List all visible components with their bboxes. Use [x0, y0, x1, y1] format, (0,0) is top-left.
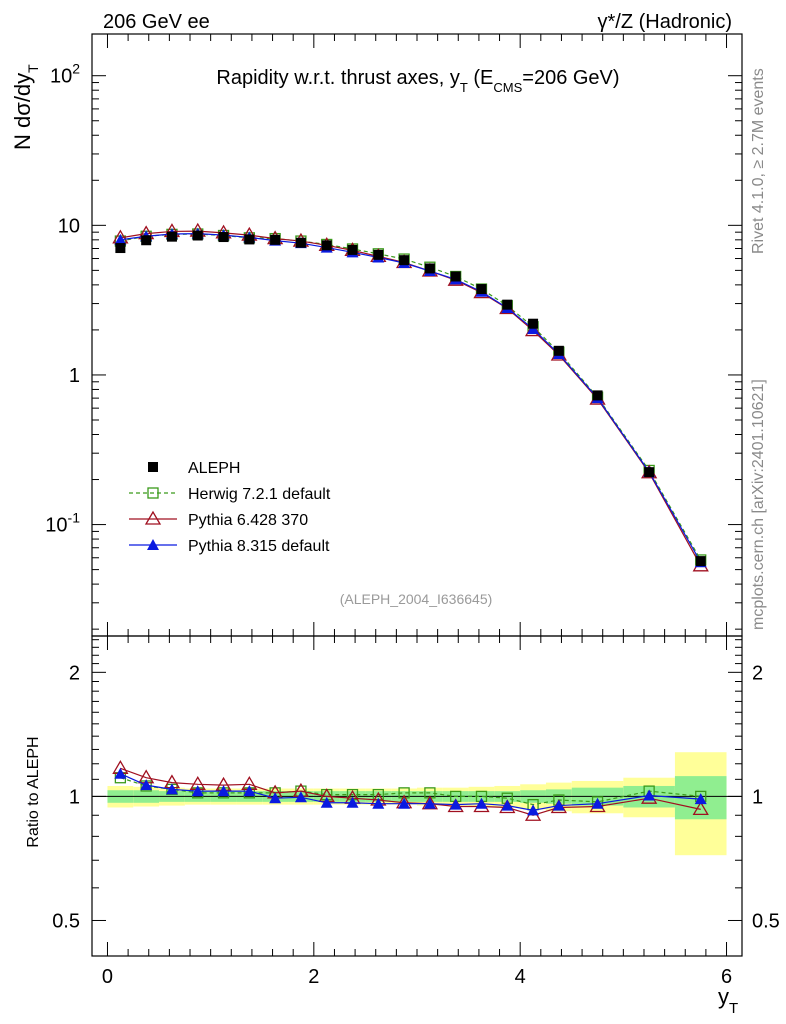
ratio-y-axis-label: Ratio to ALEPH — [25, 736, 42, 847]
main-point-aleph — [644, 467, 655, 478]
main-y-tick-label: 10-1 — [45, 510, 80, 537]
plot-title: Rapidity w.r.t. thrust axes, yT (ECMS=20… — [216, 67, 619, 95]
main-point-aleph — [592, 390, 603, 401]
ratio-point-pythia-8-315-default — [217, 785, 230, 797]
ratio-point-pythia-8-315-default — [269, 792, 282, 804]
main-point-aleph — [166, 231, 177, 242]
ratio-y-tick-label-right: 0.5 — [752, 910, 780, 932]
main-point-aleph — [347, 244, 358, 255]
ratio-y-tick-label: 1 — [69, 786, 80, 808]
main-y-tick-label: 10 — [58, 215, 80, 237]
main-point-aleph — [553, 345, 564, 356]
legend: ALEPH Herwig 7.2.1 default Pythia 6.428 37… — [129, 460, 331, 555]
legend-marker-pythia-8-315-default — [147, 539, 159, 550]
ratio-point-pythia-8-315-default — [398, 797, 411, 809]
ratio-point-pythia-8-315-default — [552, 799, 565, 811]
ratio-point-pythia-8-315-default — [372, 797, 385, 809]
ratio-point-pythia-8-315-default — [165, 783, 178, 795]
main-y-axis: 10-1 1 10 102 — [45, 61, 742, 630]
ratio-point-pythia-8-315-default — [423, 797, 436, 809]
main-point-aleph — [476, 284, 487, 295]
ratio-point-pythia-8-315-default — [501, 799, 514, 811]
main-point-aleph — [244, 234, 255, 245]
x-tick-label: 0 — [102, 966, 113, 988]
x-tick-label: 2 — [308, 966, 319, 988]
legend-marker-aleph — [148, 462, 158, 472]
main-point-aleph — [192, 230, 203, 241]
main-series-group — [112, 222, 709, 572]
main-point-aleph — [295, 237, 306, 248]
main-point-aleph — [373, 249, 384, 260]
ratio-point-pythia-8-315-default — [140, 779, 153, 791]
x-tick-label: 4 — [515, 966, 526, 988]
legend-label: ALEPH — [188, 460, 240, 477]
ratio-point-pythia-8-315-default — [320, 796, 333, 808]
main-point-aleph — [502, 299, 513, 310]
main-y-tick-label: 102 — [50, 61, 80, 88]
main-point-aleph — [695, 556, 706, 567]
ratio-y-axis: 0.5 0.5 1 1 2 2 — [52, 639, 780, 932]
main-y-axis-label: N dσ/dyT — [10, 64, 41, 150]
x-axis: 0 2 4 6 — [102, 34, 732, 988]
ratio-point-pythia-8-315-default — [449, 798, 462, 810]
ratio-point-pythia-8-315-default — [191, 785, 204, 797]
ratio-y-tick-label-right: 1 — [752, 786, 763, 808]
ratio-point-pythia-8-315-default — [475, 797, 488, 809]
ratio-y-tick-label-right: 2 — [752, 662, 763, 684]
ratio-point-pythia-8-315-default — [591, 797, 604, 809]
legend-label: Pythia 6.428 370 — [188, 512, 308, 529]
ratio-point-pythia-8-315-default — [527, 804, 540, 816]
main-y-tick-label: 1 — [69, 365, 80, 387]
main-point-pythia-8-315-default — [114, 233, 127, 245]
main-point-aleph — [141, 235, 152, 246]
ratio-point-pythia-8-315-default — [346, 796, 359, 808]
main-point-aleph — [450, 271, 461, 282]
ratio-point-pythia-8-315-default — [694, 793, 707, 805]
legend-marker-pythia-6-428-370 — [144, 510, 162, 525]
ratio-point-pythia-6-428-370 — [692, 801, 709, 816]
ratio-point-pythia-8-315-default — [114, 767, 127, 779]
main-point-aleph — [270, 234, 281, 245]
ratio-point-pythia-8-315-default — [643, 789, 656, 801]
ratio-series-group — [112, 760, 709, 821]
main-point-aleph — [218, 232, 229, 243]
ratio-point-pythia-8-315-default — [294, 791, 307, 803]
x-axis-label: yT — [718, 984, 738, 1017]
process-label: γ*/Z (Hadronic) — [598, 11, 732, 33]
main-point-aleph — [399, 255, 410, 266]
legend-label: Herwig 7.2.1 default — [188, 486, 331, 503]
main-point-aleph — [424, 263, 435, 274]
main-point-aleph — [528, 318, 539, 329]
main-point-aleph — [321, 240, 332, 251]
main-point-aleph — [115, 243, 126, 254]
mcplots-reference-label: mcplots.cern.ch [arXiv:2401.10621] — [750, 379, 767, 630]
legend-label: Pythia 8.315 default — [188, 538, 330, 555]
analysis-id-label: (ALEPH_2004_I636645) — [340, 591, 493, 607]
energy-label: 206 GeV ee — [103, 11, 210, 33]
ratio-y-tick-label: 0.5 — [52, 910, 80, 932]
ratio-y-tick-label: 2 — [69, 662, 80, 684]
legend-marker-herwig-7-2-1-default — [147, 487, 159, 499]
ratio-point-pythia-8-315-default — [243, 785, 256, 797]
rivet-version-label: Rivet 4.1.0, ≥ 2.7M events — [750, 68, 767, 254]
ratio-line-herwig-7-2-1-default — [120, 777, 701, 806]
x-tick-label: 6 — [721, 966, 732, 988]
